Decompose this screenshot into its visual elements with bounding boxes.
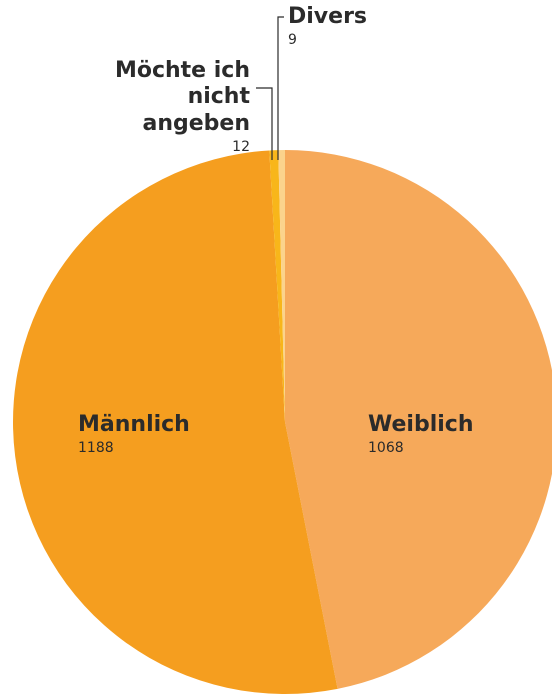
slice-label: Weiblich 1068 [368,412,473,457]
pie-slice [285,150,552,689]
pie-slice [269,150,285,423]
slice-label: Männlich 1188 [78,412,190,457]
value-label: 1068 [368,440,404,457]
category-name: Möchte ich nicht angeben [114,58,250,136]
pie-slice [278,150,285,422]
slice-label: Möchte ich nicht angeben 12 [80,58,250,156]
leader-line [256,87,273,160]
pie-slice [12,150,338,695]
value-label: 1188 [78,440,114,457]
slice-label: Divers 9 [288,4,367,49]
value-label: 9 [288,32,297,49]
category-name: Weiblich [368,412,474,437]
leader-line [277,16,284,160]
category-name: Divers [288,4,368,29]
value-label: 12 [232,139,250,156]
category-name: Männlich [78,412,190,437]
